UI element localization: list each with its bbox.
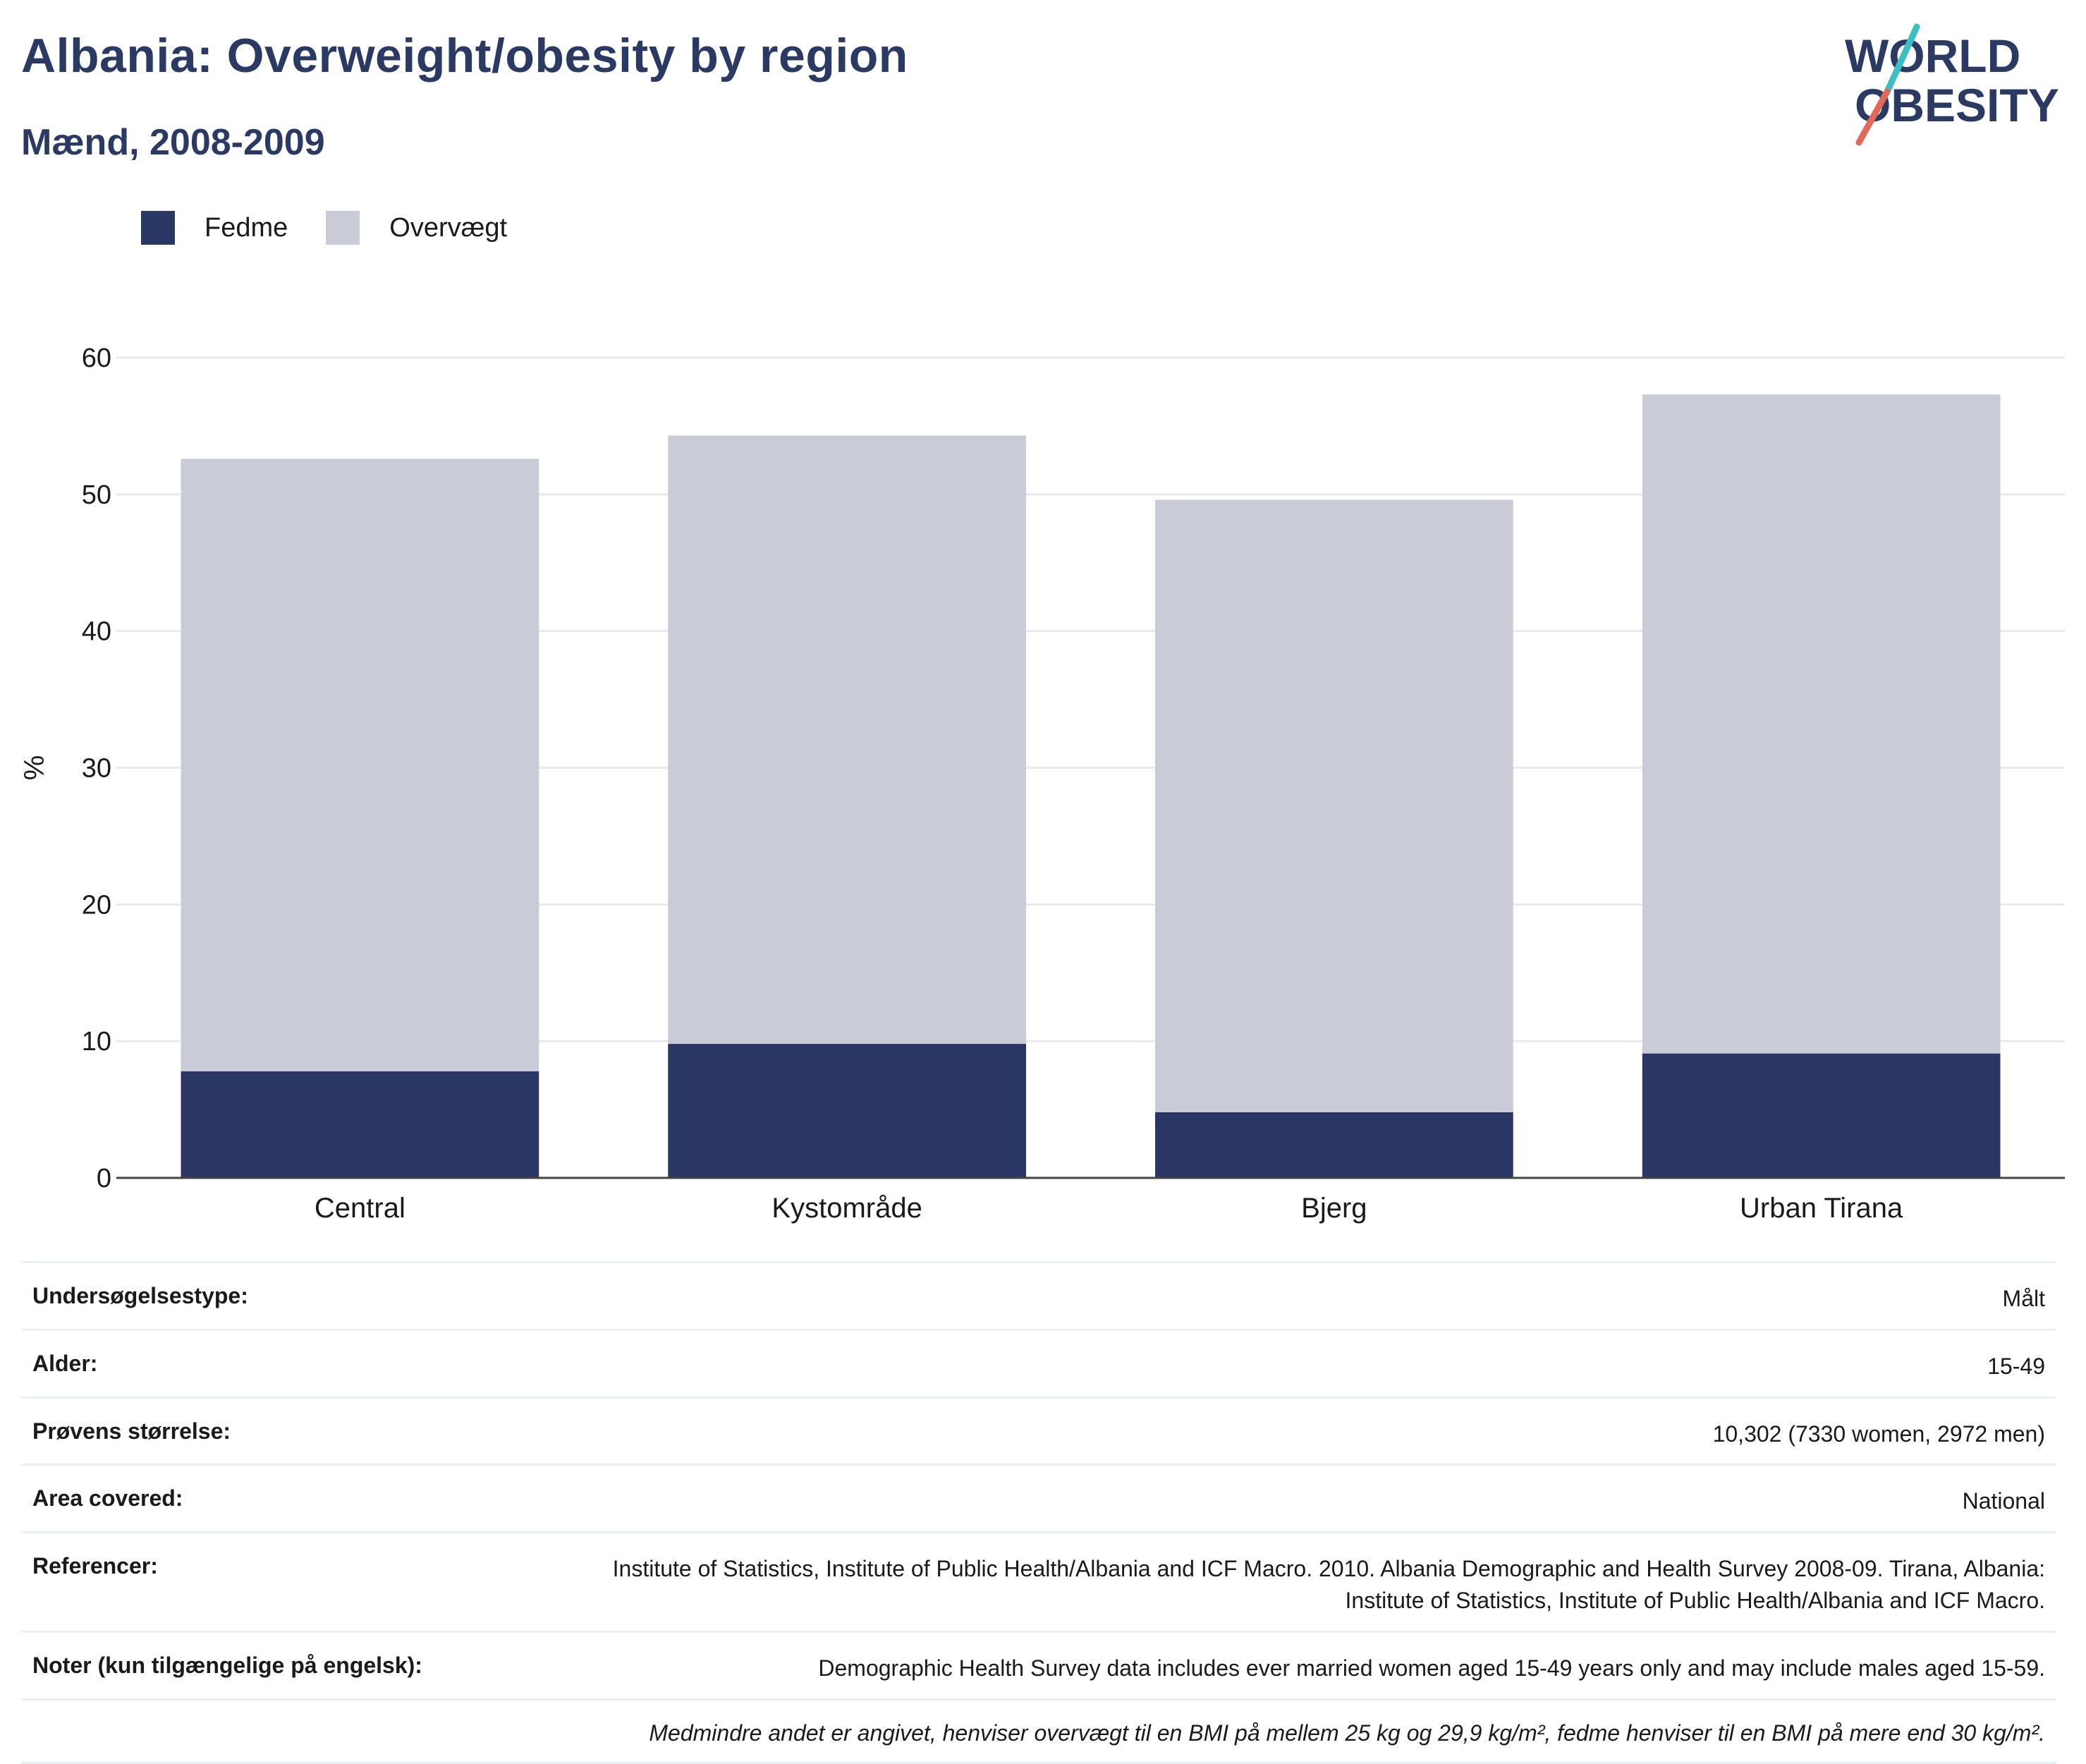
y-tick-label: 30 [82,754,111,784]
bar-obesity [668,1044,1026,1178]
x-tick-label: Urban Tirana [1740,1193,1903,1224]
chart-subtitle: Mænd, 2008-2009 [21,122,325,163]
bar-overweight [668,435,1026,1045]
survey-details-table: Undersøgelsestype: Målt Alder: 15-49 Prø… [21,1261,2056,1764]
x-tick-label: Central [315,1193,405,1224]
detail-key: Alder: [32,1350,98,1376]
detail-row-notes: Noter (kun tilgængelige på engelsk): Dem… [21,1630,2056,1698]
world-obesity-logo: WORLD OBESITY [1845,23,2059,146]
detail-value: Institute of Statistics, Institute of Pu… [612,1556,2045,1613]
bar-overweight [1155,499,1513,1112]
detail-row-survey-type: Undersøgelsestype: Målt [21,1261,2056,1329]
bar-chart: 0 10 20 30 40 50 60% Central Kystområde Bjerg Urba… [19,343,2065,1224]
detail-value: Demographic Health Survey data includes … [818,1655,2045,1681]
x-tick-label: Kystområde [771,1193,922,1224]
detail-value: Målt [2002,1286,2045,1311]
logo-line1: WORLD [1845,30,2020,82]
detail-value: 10,302 (7330 women, 2972 men) [1712,1421,2045,1447]
detail-key: Area covered: [32,1485,183,1511]
bar-overweight [181,458,539,1071]
logo-line2: OBESITY [1855,79,2059,131]
y-tick-label: 60 [82,343,111,373]
bmi-definition-footnote: Medmindre andet er angivet, henviser ove… [21,1698,2056,1764]
detail-row-sample-size: Prøvens størrelse: 10,302 (7330 women, 2… [21,1396,2056,1464]
detail-row-area: Area covered: National [21,1464,2056,1531]
detail-key: Undersøgelsestype: [32,1283,248,1308]
y-axis-label: % [19,755,50,781]
detail-row-references: Referencer: Institute of Statistics, Ins… [21,1531,2056,1631]
detail-value: National [1962,1488,2045,1514]
logo-slash-teal [1884,23,1920,95]
logo-slash-red [1855,88,1891,146]
y-tick-label: 50 [82,480,111,510]
detail-value: 15-49 [1987,1353,2045,1379]
bar-obesity [181,1071,539,1178]
chart-title: Albania: Overweight/obesity by region [21,29,908,83]
detail-key: Prøvens størrelse: [32,1418,231,1444]
y-tick-label: 40 [82,617,111,647]
detail-key: Noter (kun tilgængelige på engelsk): [32,1652,422,1678]
legend-label-overweight: Overvægt [389,212,508,243]
y-tick-label: 20 [82,890,111,920]
legend-swatch-obesity [141,211,175,245]
detail-key: Referencer: [32,1553,158,1579]
y-tick-label: 10 [82,1027,111,1057]
legend-item-overweight[interactable]: Overvægt [326,211,507,245]
y-tick-label: 0 [97,1164,111,1193]
detail-row-age: Alder: 15-49 [21,1328,2056,1397]
x-tick-label: Bjerg [1301,1193,1367,1224]
legend-swatch-overweight [326,211,360,245]
bar-overweight [1642,394,2001,1054]
bar-obesity [1642,1053,2001,1178]
legend-label-obesity: Fedme [205,212,288,243]
legend-item-obesity[interactable]: Fedme [141,211,288,245]
bar-obesity [1155,1112,1513,1178]
chart-legend: Fedme Overvægt [141,208,545,248]
